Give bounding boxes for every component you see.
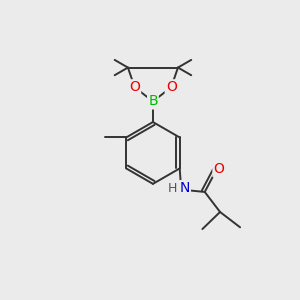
Text: N: N <box>179 181 190 195</box>
Text: O: O <box>129 80 140 94</box>
Text: B: B <box>148 94 158 108</box>
Text: H: H <box>168 182 177 195</box>
Text: O: O <box>166 80 177 94</box>
Text: O: O <box>213 162 224 176</box>
